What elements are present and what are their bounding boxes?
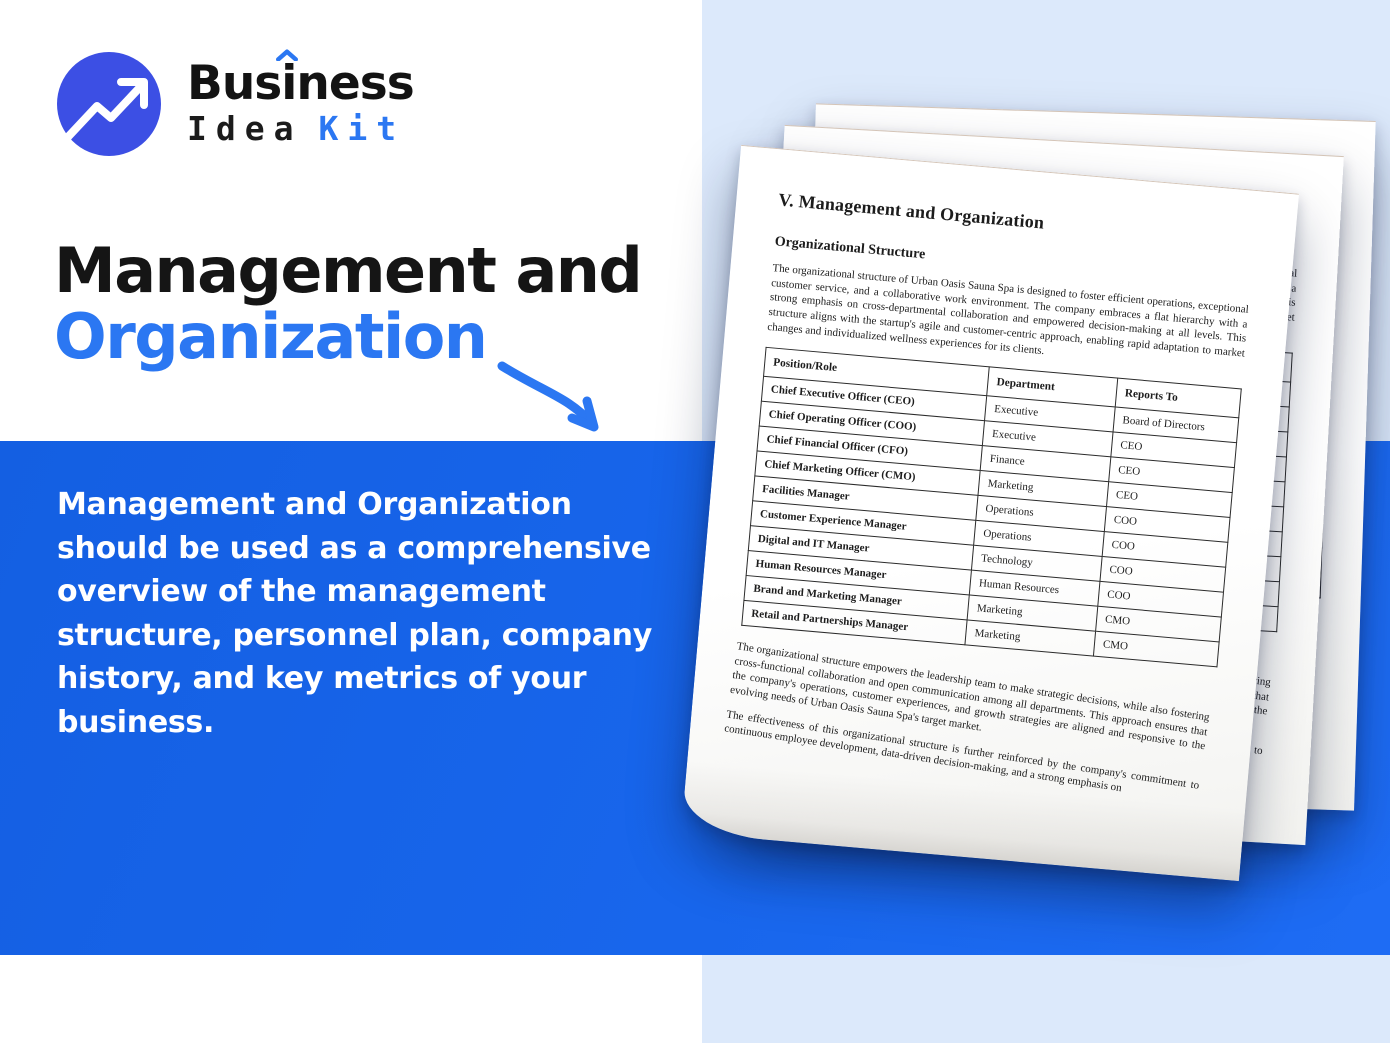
- circumflex-icon: [276, 49, 299, 62]
- page-title-line2: Organization: [54, 300, 488, 374]
- document-page-front: V. Management and Organization Organizat…: [680, 144, 1300, 882]
- page-title-line1: Management and: [54, 234, 643, 307]
- brand-word-kit: Kit: [318, 108, 406, 148]
- trend-line-arrow-icon: [57, 52, 161, 156]
- brand-name: Bus iness: [187, 49, 415, 108]
- brand-subname: Idea Kit: [187, 109, 414, 148]
- brand-logo: Bus iness Idea Kit: [57, 49, 415, 156]
- org-structure-table: Position/Role Department Reports To Chie…: [741, 347, 1242, 668]
- brand-letter-i: i: [276, 49, 299, 108]
- curved-arrow-icon: [497, 361, 599, 432]
- document-content: V. Management and Organization Organizat…: [688, 146, 1299, 802]
- brand-name-part: i: [281, 56, 297, 112]
- description-text: Management and Organization should be us…: [57, 487, 652, 740]
- brand-name-part: ness: [296, 56, 414, 112]
- brand-text: Bus iness Idea Kit: [187, 49, 415, 148]
- page-title: Management and Organization: [54, 237, 643, 374]
- document-closing-paragraphs: The organizational structure empowers th…: [723, 639, 1210, 807]
- brand-name-part: Bus: [187, 56, 282, 112]
- brand-word-idea: Idea: [187, 108, 303, 148]
